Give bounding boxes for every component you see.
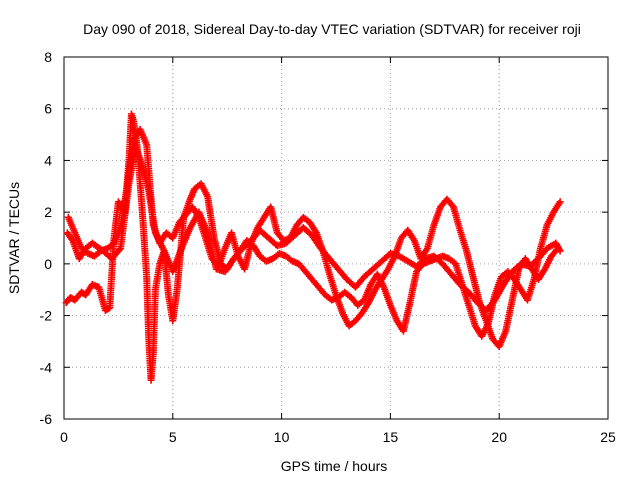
chart-title: Day 090 of 2018, Sidereal Day-to-day VTE…: [83, 21, 581, 37]
y-tick-label: -6: [40, 411, 53, 427]
y-axis-label: SDTVAR / TECUs: [6, 182, 22, 294]
plot-frame: [63, 56, 609, 420]
data-markers: [62, 110, 564, 384]
x-tick-label: 25: [600, 429, 616, 445]
x-tick-label: 0: [60, 429, 68, 445]
series-track-c: [63, 144, 564, 314]
y-tick-label: 8: [44, 49, 52, 65]
y-tick-label: -2: [40, 308, 53, 324]
y-tick-label: 6: [44, 101, 52, 117]
y-tick-labels: -6 -4 -2 0 2 4 6 8: [40, 49, 53, 427]
data-point: [556, 247, 564, 255]
axis-ticks: [63, 56, 609, 420]
x-tick-label: 10: [274, 429, 290, 445]
x-tick-label: 20: [491, 429, 507, 445]
y-tick-label: -4: [40, 359, 53, 375]
x-tick-labels: 0 5 10 15 20 25: [60, 429, 616, 445]
y-tick-label: 4: [44, 152, 52, 168]
y-tick-label: 0: [44, 256, 52, 272]
data-point: [115, 246, 123, 254]
data-point: [556, 198, 564, 206]
y-tick-label: 2: [44, 204, 52, 220]
x-axis-label: GPS time / hours: [281, 458, 388, 474]
x-tick-label: 5: [169, 429, 177, 445]
x-tick-label: 15: [383, 429, 399, 445]
